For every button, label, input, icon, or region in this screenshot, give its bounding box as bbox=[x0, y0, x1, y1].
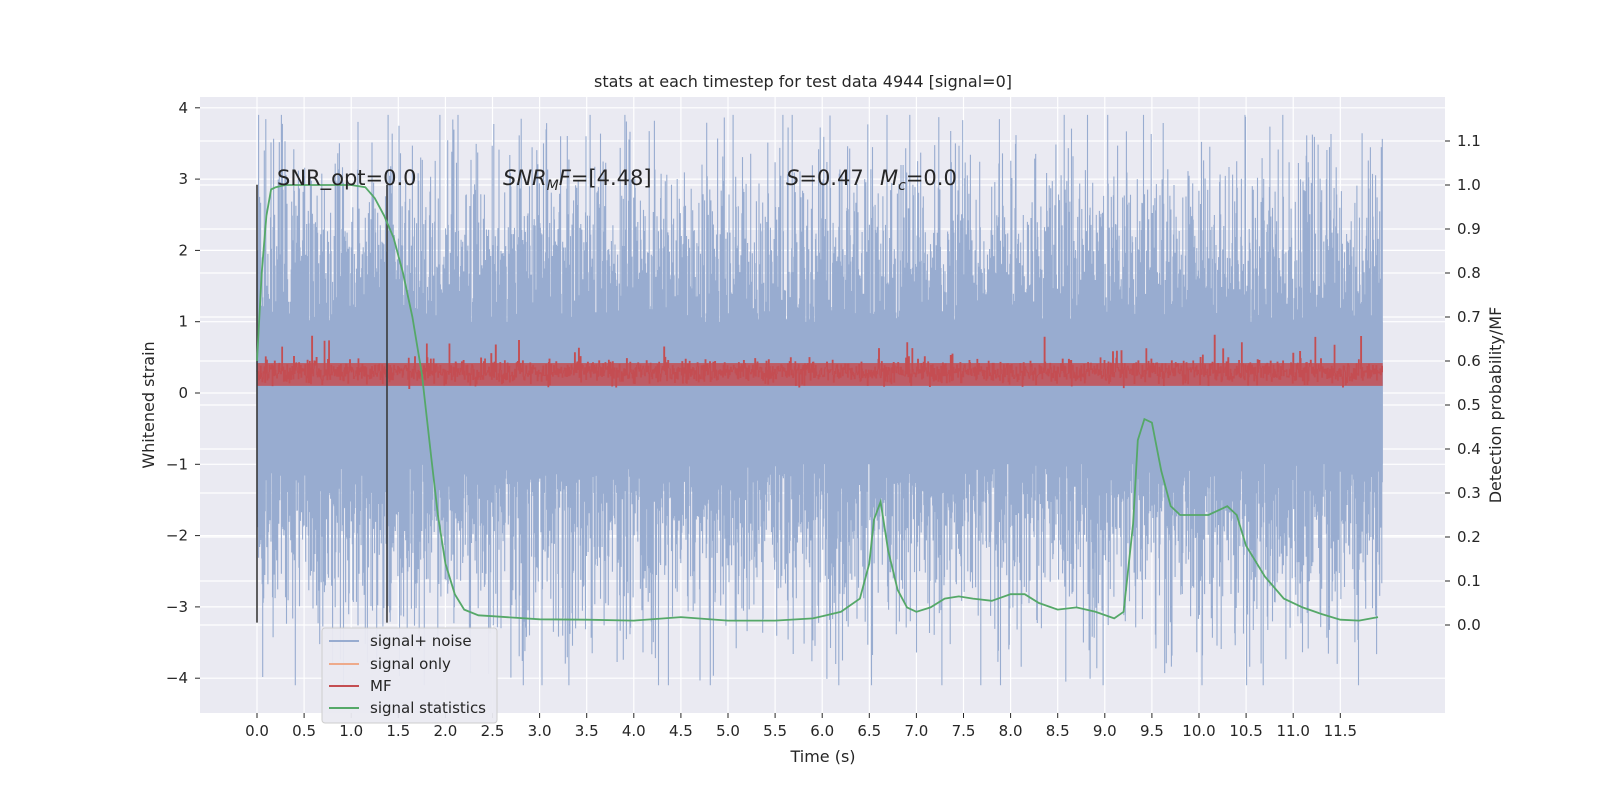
chart-title: stats at each timestep for test data 494… bbox=[594, 72, 1012, 91]
x-tick-label: 0.0 bbox=[245, 722, 269, 740]
y2-tick-label: 1.0 bbox=[1457, 176, 1481, 194]
x-tick-label: 10.0 bbox=[1182, 722, 1215, 740]
y2-tick-label: 0.2 bbox=[1457, 528, 1481, 546]
y-tick-label: 0 bbox=[178, 384, 188, 402]
legend: signal+ noise signal only MF signal stat… bbox=[321, 627, 498, 724]
legend-label-signal: signal only bbox=[370, 655, 451, 673]
noise-core bbox=[257, 321, 1383, 465]
mf-trace bbox=[256, 334, 1383, 389]
y2-tick-label: 0.1 bbox=[1457, 572, 1481, 590]
x-tick-label: 7.5 bbox=[952, 722, 976, 740]
x-axis-ticks: 0.0 0.5 1.0 1.5 2.0 2.5 3.0 3.5 4.0 4.5 5.0 5.5 6.0 6… bbox=[245, 713, 1357, 740]
mf-core bbox=[257, 363, 1383, 386]
y-tick-label: −4 bbox=[166, 669, 188, 687]
x-tick-label: 5.0 bbox=[716, 722, 740, 740]
x-tick-label: 7.0 bbox=[904, 722, 928, 740]
y2-tick-label: 0.4 bbox=[1457, 440, 1481, 458]
y-tick-label: 3 bbox=[178, 170, 188, 188]
stat-value: =0.47 bbox=[799, 166, 863, 190]
y2-tick-label: 0.6 bbox=[1457, 352, 1481, 370]
x-tick-label: 0.5 bbox=[292, 722, 316, 740]
legend-box bbox=[321, 627, 498, 724]
y2-tick-label: 0.5 bbox=[1457, 396, 1481, 414]
x-tick-label: 1.0 bbox=[339, 722, 363, 740]
x-tick-label: 2.0 bbox=[433, 722, 457, 740]
y2-axis-label: Detection probability/MF bbox=[1486, 307, 1505, 504]
y2-tick-label: 0.8 bbox=[1457, 264, 1481, 282]
x-tick-label: 6.5 bbox=[857, 722, 881, 740]
x-tick-label: 8.0 bbox=[999, 722, 1023, 740]
x-tick-label: 10.5 bbox=[1229, 722, 1262, 740]
y-tick-label: −2 bbox=[166, 527, 188, 545]
x-tick-label: 2.5 bbox=[481, 722, 505, 740]
y-tick-label: 1 bbox=[178, 313, 188, 331]
x-tick-label: 3.5 bbox=[575, 722, 599, 740]
x-tick-label: 11.0 bbox=[1276, 722, 1309, 740]
y2-tick-label: 0.9 bbox=[1457, 220, 1481, 238]
x-tick-label: 6.0 bbox=[810, 722, 834, 740]
y-tick-label: 4 bbox=[178, 99, 188, 117]
y-tick-label: −3 bbox=[166, 598, 188, 616]
legend-label-stats: signal statistics bbox=[370, 699, 486, 717]
signal-statistics-line bbox=[256, 184, 1379, 622]
stat-annotation: S=0.47 bbox=[786, 166, 864, 190]
x-tick-label: 1.5 bbox=[386, 722, 410, 740]
y2-tick-label: 1.1 bbox=[1457, 132, 1481, 150]
x-tick-label: 3.0 bbox=[528, 722, 552, 740]
y-tick-label: 2 bbox=[178, 241, 188, 259]
y2-tick-label: 0.0 bbox=[1457, 616, 1481, 634]
y2-axis-ticks: 1.1 1.0 0.9 0.8 0.7 0.6 0.5 0.4 0.3 0.2 0.1 0.0 bbox=[1445, 132, 1481, 634]
snr-mf-value: =[4.48] bbox=[571, 166, 652, 190]
x-tick-label: 8.5 bbox=[1046, 722, 1070, 740]
snr-opt-annotation: SNR_opt=0.0 bbox=[277, 166, 417, 191]
legend-label-mf: MF bbox=[370, 677, 392, 695]
y-axis-ticks: 4 3 2 1 0 −1 −2 −3 −4 bbox=[166, 99, 200, 687]
y2-tick-label: 0.7 bbox=[1457, 308, 1481, 326]
x-tick-label: 4.5 bbox=[669, 722, 693, 740]
snr-mf-annotation: SNRMF=[4.48] bbox=[503, 166, 652, 194]
legend-label-noise: signal+ noise bbox=[370, 632, 472, 650]
y2-tick-label: 0.3 bbox=[1457, 484, 1481, 502]
signal-noise-trace bbox=[256, 114, 1383, 686]
mc-annotation: Mc=0.0 bbox=[880, 166, 957, 194]
mc-value: =0.0 bbox=[906, 166, 957, 190]
x-tick-label: 9.5 bbox=[1140, 722, 1164, 740]
x-axis-label: Time (s) bbox=[789, 747, 855, 766]
x-tick-label: 4.0 bbox=[622, 722, 646, 740]
y-axis-label: Whitened strain bbox=[139, 341, 158, 468]
x-tick-label: 11.5 bbox=[1324, 722, 1357, 740]
x-tick-label: 5.5 bbox=[763, 722, 787, 740]
y-tick-label: −1 bbox=[166, 455, 188, 473]
x-tick-label: 9.0 bbox=[1093, 722, 1117, 740]
